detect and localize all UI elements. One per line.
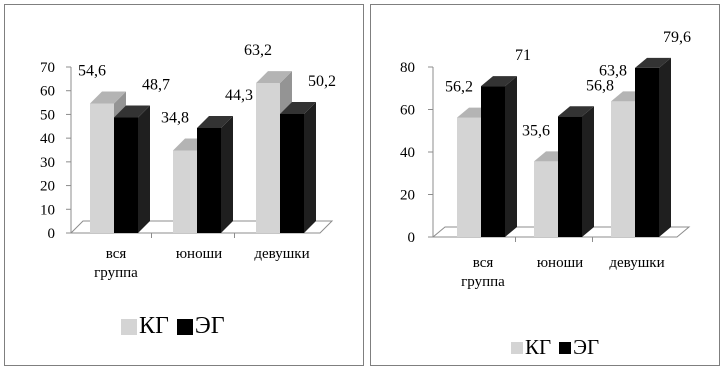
bar-front [197, 127, 221, 233]
legend-swatch [511, 341, 523, 354]
data-label: 50,2 [308, 73, 336, 90]
y-tick-label: 60 [400, 103, 415, 119]
data-label: 63,2 [244, 42, 272, 59]
bar-front [558, 116, 582, 237]
bar-top [280, 101, 316, 114]
category-label: девушки [254, 246, 309, 262]
bar-front [481, 86, 505, 237]
y-tick-label: 20 [40, 179, 55, 195]
legend-label: ЭГ [194, 313, 225, 339]
bar-front [635, 67, 659, 237]
category-label: девушки [609, 255, 664, 271]
bar-ЭГ-2 [280, 101, 316, 233]
bar-front [173, 150, 197, 233]
y-tick-label: 50 [40, 107, 55, 123]
bar-side [138, 105, 150, 233]
data-label: 71 [515, 47, 531, 64]
y-tick-label: 0 [408, 230, 416, 246]
y-tick-label: 10 [40, 202, 55, 218]
bar-front [611, 101, 635, 237]
legend-label: КГ [525, 335, 552, 359]
data-label: 63,8 [599, 62, 627, 79]
data-label: 34,8 [161, 109, 189, 126]
legend-label: ЭГ [573, 335, 600, 359]
chart-panel-right: 0 20 40 60 80 56,2 71 вся группа 35,6 56,8 юноши 63,… [370, 4, 720, 366]
bar-top [114, 105, 150, 118]
bar-side [582, 106, 594, 237]
bar-top [481, 76, 517, 87]
data-label: 44,3 [225, 87, 253, 104]
legend-item-ЭГ: ЭГ [176, 313, 225, 340]
legend-swatch [559, 341, 572, 354]
legend-label: КГ [139, 313, 169, 339]
bar-front [280, 113, 304, 233]
legend-item-КГ: КГ [121, 313, 169, 340]
y-tick-label: 60 [40, 84, 55, 100]
bar-side [221, 115, 233, 233]
bar-top [635, 57, 671, 68]
bar-ЭГ-0 [114, 105, 150, 233]
data-label: 54,6 [78, 63, 106, 80]
category-label: вся группа [94, 246, 138, 281]
data-label: 79,6 [663, 29, 691, 46]
bar-top [90, 91, 126, 104]
bar-chart-left: 0 10 20 30 40 50 60 70 54,6 48,7 вся группа 34,8 44,3… [40, 42, 336, 281]
bar-front [114, 117, 138, 233]
bar-ЭГ-2 [635, 57, 671, 237]
data-label: 56,2 [445, 79, 473, 96]
bar-chart-right: 0 20 40 60 80 56,2 71 вся группа 35,6 56,8 юноши 63,… [400, 29, 691, 290]
bar-front [90, 103, 114, 234]
bar-side [304, 101, 316, 233]
category-label: юноши [176, 246, 222, 262]
legend-right: КГ ЭГ [511, 335, 607, 360]
data-label: 56,8 [586, 77, 614, 94]
data-label: 48,7 [142, 77, 170, 94]
bar-front [256, 83, 280, 233]
legend-swatch [176, 318, 193, 335]
y-tick-label: 20 [400, 188, 415, 204]
bar-ЭГ-1 [197, 115, 233, 233]
bar-side [659, 57, 671, 237]
data-label: 35,6 [522, 122, 550, 139]
chart-panel-left: 0 10 20 30 40 50 60 70 54,6 48,7 вся группа 34,8 44,3… [4, 4, 364, 366]
bar-ЭГ-0 [481, 76, 517, 237]
y-tick-label: 0 [48, 226, 56, 242]
bar-front [457, 117, 481, 237]
bar-front [534, 161, 558, 237]
bar-top [558, 106, 594, 117]
y-tick-label: 80 [400, 60, 415, 76]
y-tick-label: 30 [40, 155, 55, 171]
category-label: юноши [537, 255, 583, 271]
legend-left: КГ ЭГ [121, 313, 233, 340]
y-tick-label: 40 [400, 145, 415, 161]
legend-swatch [121, 318, 137, 335]
bar-side [505, 76, 517, 237]
bar-top [256, 71, 292, 84]
legend-item-КГ: КГ [511, 335, 551, 360]
legend-item-ЭГ: ЭГ [559, 335, 599, 360]
y-tick-label: 40 [40, 131, 55, 147]
bar-ЭГ-1 [558, 106, 594, 237]
y-tick-label: 70 [40, 60, 55, 76]
category-label: вся группа [461, 255, 505, 290]
bar-top [197, 115, 233, 128]
